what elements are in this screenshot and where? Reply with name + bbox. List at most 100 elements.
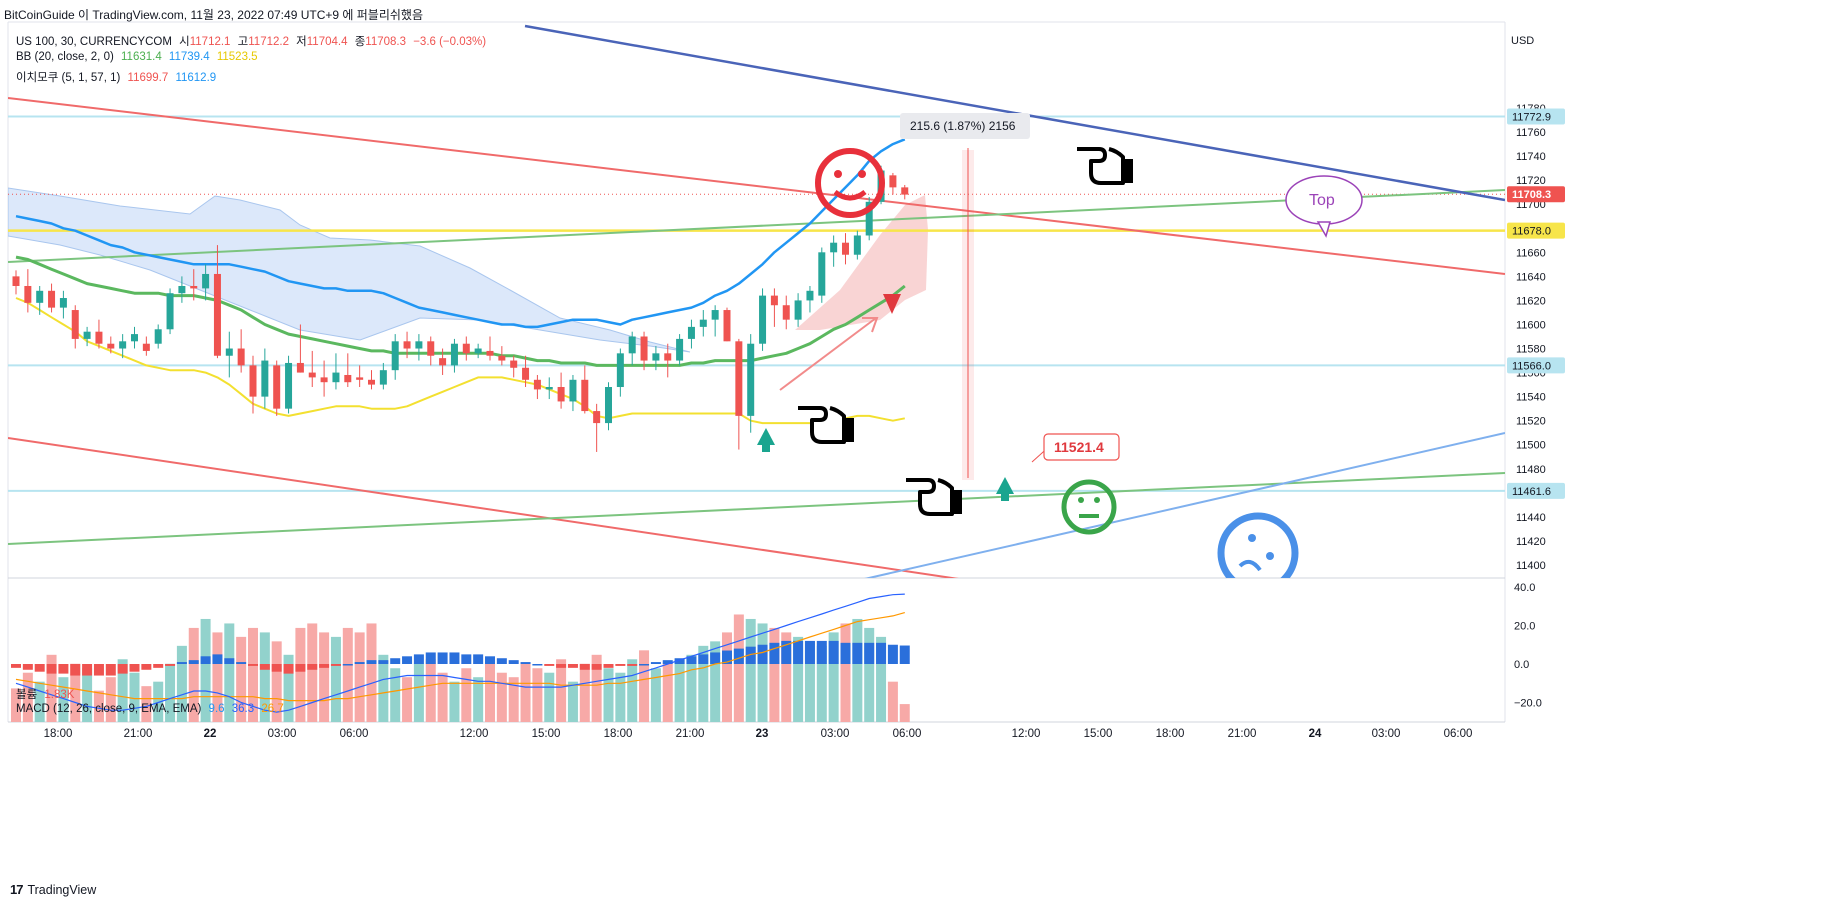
volume-bar [473, 677, 484, 722]
candle-up [711, 310, 719, 320]
volume-bar [579, 663, 590, 722]
legend-ichimoku[interactable]: 이치모쿠 (5, 1, 57, 1) 11699.7 11612.9 [16, 69, 220, 85]
time-tick-label: 22 [204, 728, 217, 740]
candle-up [154, 329, 162, 344]
time-tick-label: 23 [756, 728, 769, 740]
macd-hist-bar [508, 660, 519, 664]
price-axis-unit: USD [1511, 35, 1534, 47]
price-tick-label: 11600 [1516, 319, 1546, 331]
macd-hist-bar [46, 664, 57, 674]
price-tick-label: 11740 [1516, 151, 1546, 163]
legend-symbol[interactable]: US 100, 30, CURRENCYCOM 시11712.1 고11712.… [16, 33, 490, 49]
candle-down [273, 365, 281, 409]
red-channel-upper [8, 97, 1505, 275]
candle-up [450, 343, 458, 366]
volume-bar [46, 654, 57, 722]
bb-lower-line [15, 297, 905, 425]
bb-upper-line [15, 138, 906, 329]
down-arrow-marker [883, 294, 901, 314]
tradingview-logo[interactable]: 17 TradingView [10, 882, 96, 897]
happy-face-mouth [833, 189, 867, 201]
legend-macd-text: MACD (12, 26, close, 9, EMA, EMA) [16, 703, 202, 715]
macd-hist-bar [153, 664, 164, 668]
top-label: Top [1309, 192, 1335, 209]
macd-hist-bar [271, 664, 282, 672]
legend-macd[interactable]: MACD (12, 26, close, 9, EMA, EMA) 9.6 36… [16, 703, 288, 715]
time-tick-label: 12:00 [1012, 728, 1041, 740]
candle-up [545, 387, 553, 390]
volume-bar [615, 672, 626, 722]
volume-bar [650, 668, 661, 722]
volume-bar [520, 663, 531, 722]
volume-bar [887, 681, 898, 722]
macd-tick-label: −20.0 [1514, 698, 1542, 710]
time-tick-label: 03:00 [1372, 728, 1401, 740]
macd-signal-line [15, 612, 905, 702]
happy-face-icon [815, 148, 885, 218]
macd-hist-bar [176, 662, 187, 664]
candle-up [569, 379, 577, 402]
volume-bar [307, 623, 318, 722]
candle-down [581, 379, 589, 412]
volume-bar [603, 668, 614, 722]
legend-volume[interactable]: 볼륨 1.83K [16, 686, 78, 702]
macd-hist-bar [165, 664, 176, 666]
macd-hist-bar [295, 664, 306, 672]
candle-down [782, 305, 790, 320]
macd-tick-label: 0.0 [1514, 659, 1529, 671]
candle-up [830, 242, 838, 253]
neutral-face-outline [1061, 479, 1117, 535]
candle-up [687, 326, 695, 339]
volume-bar [840, 623, 851, 722]
legend-macd-line: 36.3 [231, 703, 255, 715]
legend-bb[interactable]: BB (20, close, 2, 0) 11631.4 11739.4 115… [16, 51, 262, 63]
callout-label: 11521.4 [1054, 439, 1104, 455]
macd-hist-bar [22, 664, 33, 670]
volume-bar [556, 659, 567, 722]
candle-up [794, 300, 802, 320]
legend-close: 11708.3 [365, 36, 406, 48]
measure-box [900, 113, 1030, 139]
volume-bar [733, 614, 744, 722]
candle-down [901, 187, 909, 195]
macd-hist-bar [603, 664, 614, 668]
volume-bar [876, 636, 887, 722]
volume-bar [58, 677, 69, 722]
candle-down [213, 273, 221, 356]
happy-face-eye [858, 170, 866, 178]
volume-bar [165, 663, 176, 722]
time-tick-label: 24 [1309, 728, 1322, 740]
candle-up [474, 348, 482, 354]
macd-hist-bar [674, 658, 685, 664]
volume-bar [425, 659, 436, 722]
legend-ichimoku-a: 11699.7 [127, 72, 169, 84]
hand-outline [906, 478, 954, 516]
volume-bar [804, 641, 815, 722]
macd-hist-bar [212, 654, 223, 664]
volume-bar [828, 632, 839, 722]
macd-hist-bar [899, 645, 910, 664]
macd-hist-bar [200, 656, 211, 664]
ichimoku-cloud-blue [8, 187, 691, 353]
up-arrow-marker-1-stem [762, 444, 770, 452]
legend-bb-basis: 11631.4 [121, 51, 162, 63]
happy-face-outline [815, 148, 885, 218]
candle-down [640, 336, 648, 361]
macd-hist-bar [402, 656, 413, 664]
macd-hist-bar [141, 664, 152, 670]
candle-down [889, 175, 897, 188]
price-label-box [1507, 186, 1565, 203]
macd-hist-bar [236, 662, 247, 664]
price-tick-label: 11640 [1516, 271, 1546, 283]
volume-bar [342, 627, 353, 722]
macd-hist-bar [330, 664, 341, 666]
volume-bar [319, 632, 330, 722]
volume-bar [627, 659, 638, 722]
candle-up [225, 348, 233, 356]
volume-bar [899, 704, 910, 722]
macd-hist-bar [485, 656, 495, 664]
price-label-box [1507, 222, 1565, 239]
